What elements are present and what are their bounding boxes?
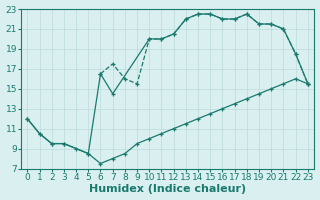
X-axis label: Humidex (Indice chaleur): Humidex (Indice chaleur) bbox=[89, 184, 246, 194]
